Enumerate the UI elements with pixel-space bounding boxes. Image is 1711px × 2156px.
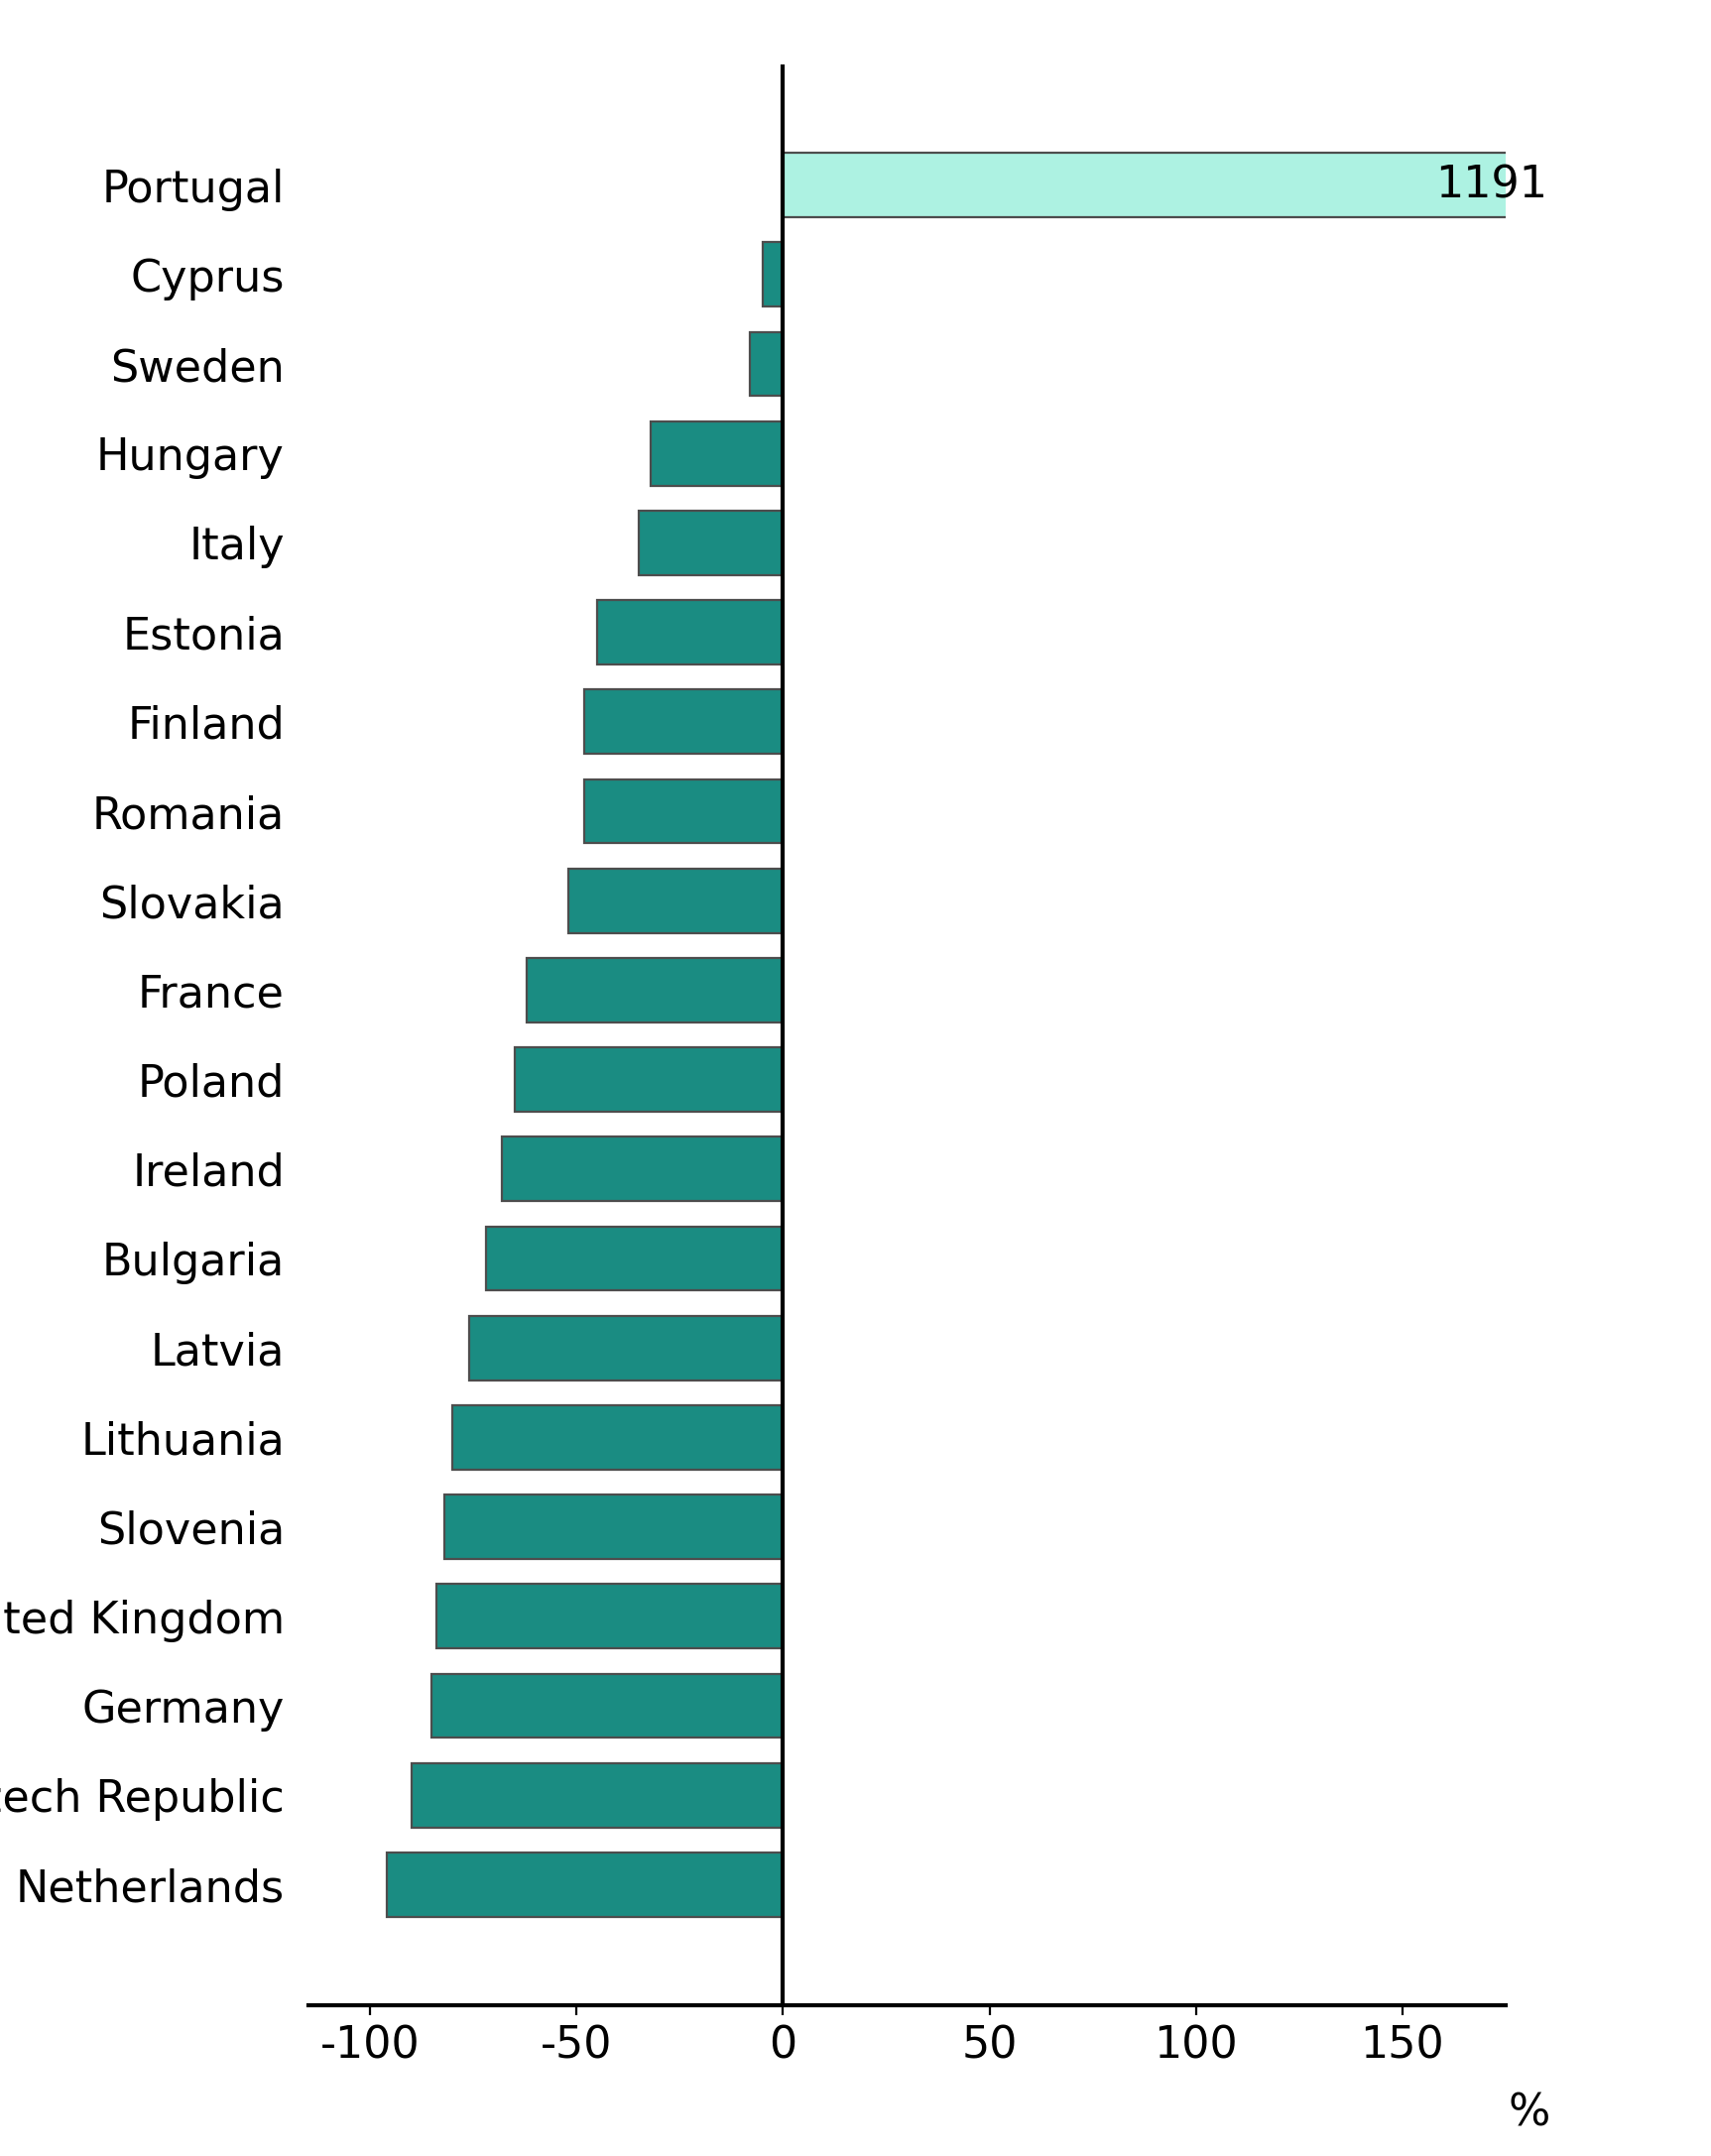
Bar bbox=[638, 511, 784, 576]
Bar bbox=[501, 1136, 784, 1201]
Bar bbox=[486, 1227, 784, 1291]
Bar bbox=[650, 420, 784, 485]
Bar bbox=[452, 1406, 784, 1470]
Text: 1191: 1191 bbox=[1436, 164, 1547, 207]
Bar bbox=[445, 1494, 784, 1559]
Bar bbox=[597, 599, 784, 664]
Bar bbox=[469, 1315, 784, 1380]
Bar bbox=[387, 1852, 784, 1917]
Bar bbox=[763, 241, 784, 306]
Bar bbox=[784, 153, 1711, 218]
Bar bbox=[515, 1048, 784, 1112]
Bar bbox=[527, 957, 784, 1022]
Bar bbox=[411, 1764, 784, 1828]
Bar bbox=[436, 1585, 784, 1649]
Bar bbox=[585, 690, 784, 755]
Bar bbox=[431, 1673, 784, 1738]
Bar bbox=[749, 332, 784, 397]
X-axis label: %: % bbox=[1509, 2091, 1550, 2134]
Bar bbox=[585, 778, 784, 843]
Bar bbox=[568, 869, 784, 934]
